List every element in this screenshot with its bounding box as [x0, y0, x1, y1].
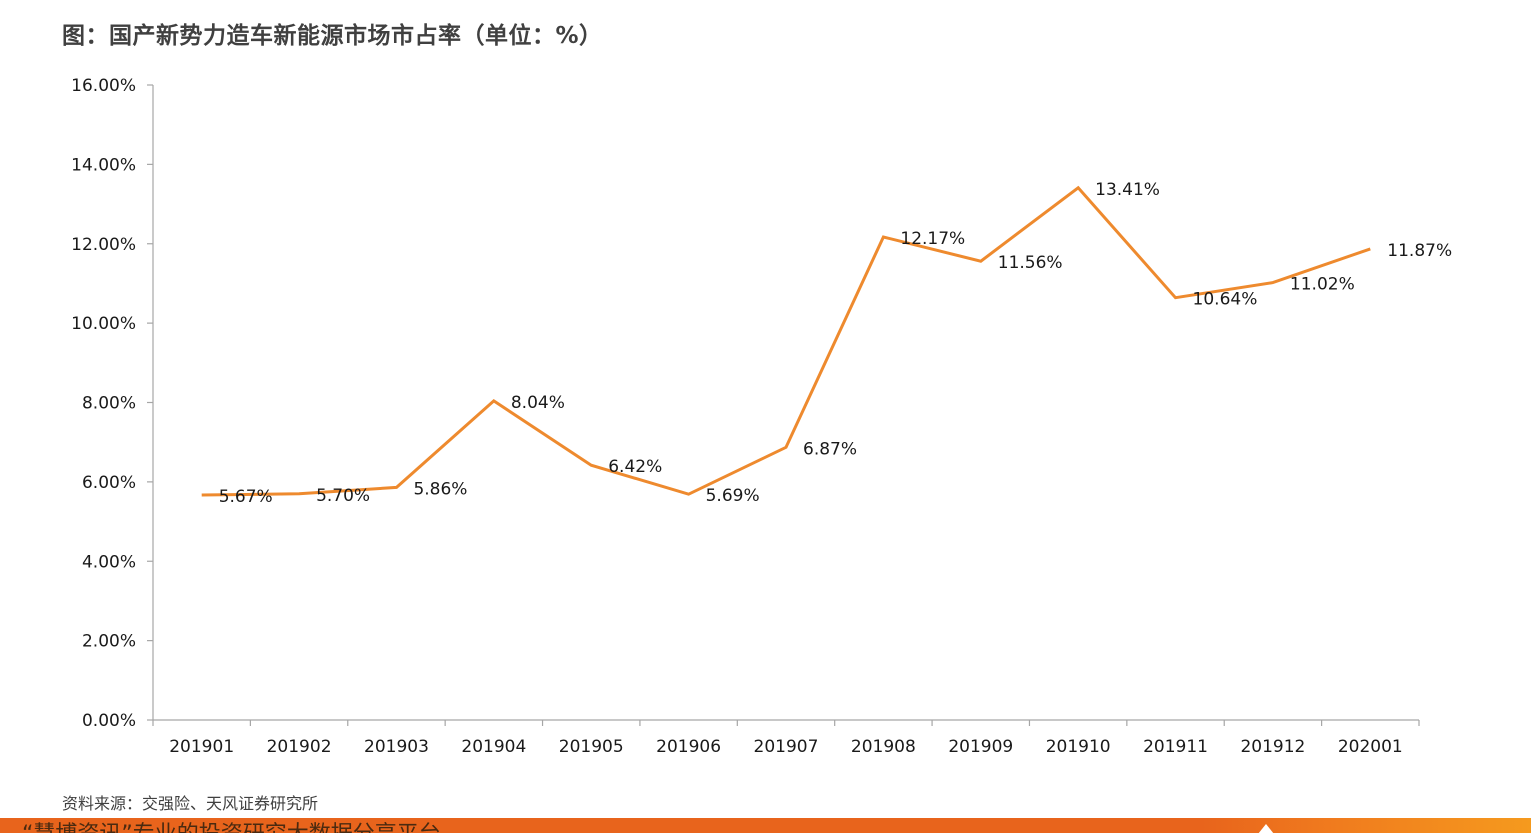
footer-gradient	[1201, 818, 1531, 833]
y-tick-label: 8.00%	[82, 394, 136, 414]
data-label: 11.02%	[1290, 275, 1355, 295]
data-label: 11.87%	[1387, 241, 1452, 261]
x-tick-label: 201911	[1143, 737, 1208, 757]
y-tick-label: 16.00%	[71, 76, 136, 96]
source-note: 资料来源：交强险、天风证券研究所	[62, 794, 319, 813]
data-label: 6.42%	[608, 457, 662, 477]
x-tick-label: 201906	[656, 737, 721, 757]
x-tick-label: 201902	[267, 737, 332, 757]
data-label: 12.17%	[900, 229, 965, 249]
y-tick-label: 0.00%	[82, 711, 136, 731]
data-label: 5.86%	[413, 479, 467, 499]
series-line	[201, 185, 1371, 497]
chart-title: 图：国产新势力造车新能源市场市占率（单位：%）	[62, 23, 603, 49]
x-tick-label: 201904	[461, 737, 526, 757]
data-label: 13.41%	[1095, 180, 1160, 200]
logo-icon	[1258, 824, 1274, 833]
data-label: 6.87%	[803, 439, 857, 459]
x-tick-label: 201901	[169, 737, 234, 757]
y-tick-label: 4.00%	[82, 552, 136, 572]
data-label: 11.56%	[998, 253, 1063, 273]
x-tick-label: 201907	[754, 737, 819, 757]
data-label: 8.04%	[511, 393, 565, 413]
x-tick-label: 201912	[1240, 737, 1305, 757]
x-tick-label: 202001	[1338, 737, 1403, 757]
y-tick-label: 14.00%	[71, 155, 136, 175]
data-label: 5.67%	[219, 487, 273, 507]
y-tick-label: 2.00%	[82, 632, 136, 652]
data-labels: 5.67% 5.70% 5.86% 8.04% 6.42% 5.69% 6.87% 12.17…	[219, 180, 1452, 507]
series-layer	[201, 185, 1371, 497]
x-tick-label: 201910	[1046, 737, 1111, 757]
y-tick-label: 10.00%	[71, 314, 136, 334]
x-tick-label: 201909	[948, 737, 1013, 757]
data-label: 5.70%	[316, 486, 370, 506]
x-tick-label: 201908	[851, 737, 916, 757]
y-tick-label: 6.00%	[82, 473, 136, 493]
footer-bar: “慧博资讯”专业的投资研究大数据分享平台	[0, 818, 1531, 833]
data-label: 5.69%	[706, 486, 760, 506]
axes: 0.00% 2.00% 4.00% 6.00% 8.00% 10.00% 12.00% 14.…	[71, 76, 1420, 757]
y-tick-label: 12.00%	[71, 235, 136, 255]
x-tick-label: 201905	[559, 737, 624, 757]
data-label: 10.64%	[1193, 290, 1258, 310]
x-tick-label: 201903	[364, 737, 429, 757]
footer-text: “慧博资讯”专业的投资研究大数据分享平台	[22, 824, 441, 833]
